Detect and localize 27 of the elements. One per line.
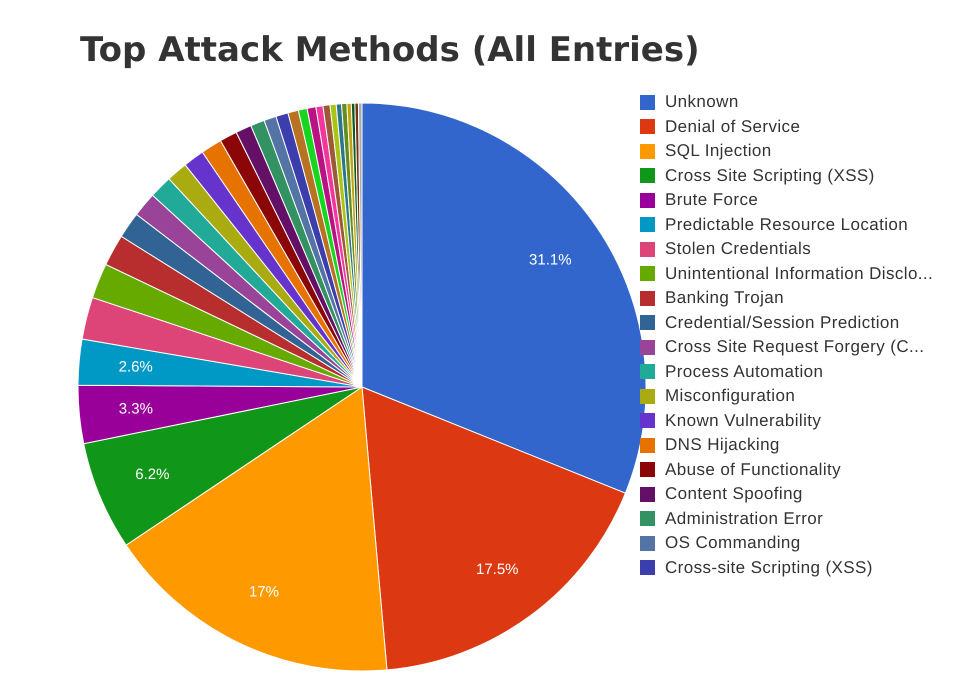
legend-label: Administration Error [665,508,824,529]
data-label: 2.6% [118,358,153,376]
legend-label: Denial of Service [665,116,800,137]
legend-label: DNS Hijacking [665,435,780,456]
legend-label: Credential/Session Prediction [665,312,900,333]
data-label: 31.1% [529,251,572,268]
legend-label: Cross-site Scripting (XSS) [665,558,873,578]
legend-label: Cross Site Scripting (XSS) [665,166,875,186]
legend-label: Known Vulnerability [665,410,822,431]
data-label: 17% [248,583,279,600]
legend-label: Predictable Resource Location [665,214,908,235]
legend-label: Brute Force [665,190,758,210]
legend-label: Banking Trojan [665,288,784,308]
data-label: 17.5% [476,561,519,578]
legend-label: Content Spoofing [665,484,803,504]
legend-label: Unintentional Information Disclo... [665,264,934,284]
chart-title: Top Attack Methods (All Entries) [80,30,700,70]
legend-label: OS Commanding [665,533,801,554]
legend-label: Cross Site Request Forgery (C... [665,337,924,358]
legend-label: Process Automation [665,362,824,382]
data-label: 6.2% [135,466,170,484]
legend-label: Misconfiguration [665,386,796,406]
legend-label: SQL Injection [665,141,772,162]
legend-label: Abuse of Functionality [665,460,842,480]
legend-label: Stolen Credentials [665,239,812,260]
legend-label: Unknown [665,92,739,112]
data-label: 3.3% [118,400,153,418]
